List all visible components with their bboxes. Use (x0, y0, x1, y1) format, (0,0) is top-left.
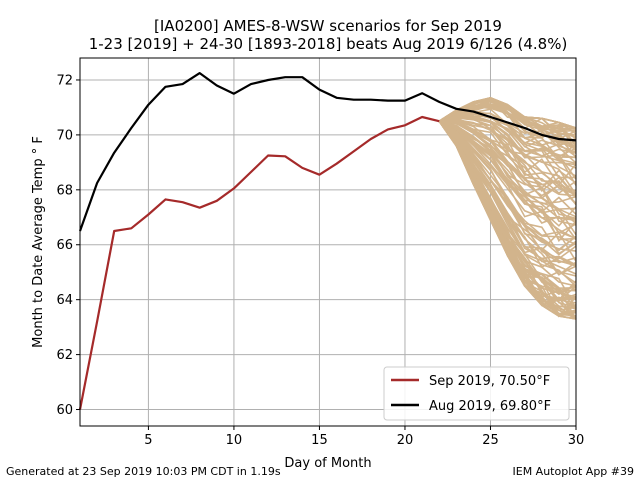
x-tick-label: 30 (568, 433, 585, 448)
chart-title-line1: [IA0200] AMES-8-WSW scenarios for Sep 20… (154, 17, 502, 35)
scenario-line (438, 120, 577, 309)
footer-app-text: IEM Autoplot App #39 (512, 465, 635, 478)
scenario-line (439, 120, 577, 195)
chart-title-line2: 1-23 [2019] + 24-30 [1893-2018] beats Au… (89, 35, 568, 53)
y-tick-label: 64 (56, 293, 73, 308)
series-line (78, 115, 440, 410)
scenario-lines (438, 96, 577, 320)
scenario-line (439, 116, 577, 186)
scenario-line (439, 118, 577, 197)
x-tick-label: 20 (397, 433, 414, 448)
scenario-line (438, 120, 577, 240)
y-tick-label: 62 (56, 348, 73, 363)
legend: Sep 2019, 70.50°F Aug 2019, 69.80°F (383, 366, 570, 421)
legend-box (383, 366, 570, 421)
x-tick-label: 10 (226, 433, 243, 448)
y-tick-label: 66 (56, 238, 73, 253)
legend-label-sep: Sep 2019, 70.50°F (429, 374, 550, 389)
x-tick-label: 15 (311, 433, 328, 448)
x-tick-label: 5 (144, 433, 152, 448)
scenario-line (439, 120, 577, 190)
plot-frame (79, 57, 577, 427)
x-tick-label: 25 (482, 433, 499, 448)
x-axis-label: Day of Month (284, 456, 371, 471)
footer-generated-text: Generated at 23 Sep 2019 10:03 PM CDT in… (6, 465, 281, 478)
series-lines (78, 71, 577, 410)
scenario-line (438, 120, 577, 276)
scenario-line (438, 120, 577, 215)
scenario-line (438, 105, 577, 148)
scenario-line (438, 112, 577, 162)
scenario-line (438, 120, 577, 310)
y-axis-label: Month to Date Average Temp ° F (31, 136, 46, 348)
axis-ticks: 5 10 15 20 25 30 60 62 64 66 68 70 72 (56, 73, 584, 448)
y-tick-label: 72 (56, 73, 73, 88)
scenario-envelope-line (438, 96, 577, 129)
y-tick-label: 60 (56, 403, 73, 418)
series-line (78, 71, 577, 232)
scenario-line (438, 120, 577, 252)
scenario-envelope-line (438, 120, 577, 320)
legend-label-aug: Aug 2019, 69.80°F (429, 399, 551, 414)
scenario-line (438, 120, 577, 267)
y-tick-label: 70 (56, 128, 73, 143)
y-tick-label: 68 (56, 183, 73, 198)
scenario-line (438, 120, 577, 264)
scenario-line (438, 120, 577, 227)
